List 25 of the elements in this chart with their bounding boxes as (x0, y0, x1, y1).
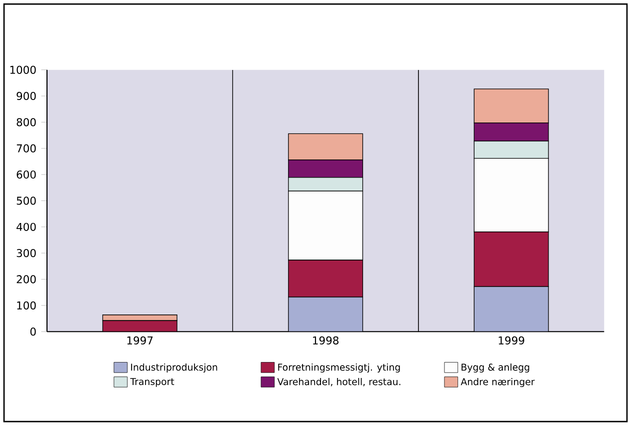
legend-label: Industriproduksjon (131, 364, 218, 373)
y-tick-label: 900 (16, 92, 36, 100)
y-tick-label: 800 (16, 118, 36, 126)
legend-label: Andre næringer (460, 378, 535, 388)
y-tick-label: 300 (16, 249, 36, 258)
legend-label: Forretningsmessigtj. yting (278, 364, 400, 373)
y-tick-label: 700 (16, 144, 36, 153)
legend-label: Bygg & anlegg (462, 364, 530, 373)
bar (474, 286, 549, 332)
bar (474, 232, 549, 288)
y-tick-label: 600 (16, 170, 36, 179)
y-tick-label: 0 (30, 328, 36, 336)
y-tick-label: 1000 (10, 66, 36, 74)
y-tick-label: 400 (16, 223, 36, 232)
bar (102, 320, 177, 332)
x-tick-label: 1998 (313, 336, 339, 345)
bar (288, 296, 364, 332)
bar (288, 260, 364, 298)
y-tick-label: 200 (16, 275, 36, 284)
x-tick-label: 1999 (498, 336, 524, 345)
legend-label: Varehandel, hotell, restau. (277, 378, 400, 386)
y-tick-label: 500 (16, 196, 36, 205)
legend-label: Transport (130, 378, 174, 388)
y-tick-label: 100 (17, 302, 36, 310)
x-tick-label: 1997 (127, 336, 153, 345)
